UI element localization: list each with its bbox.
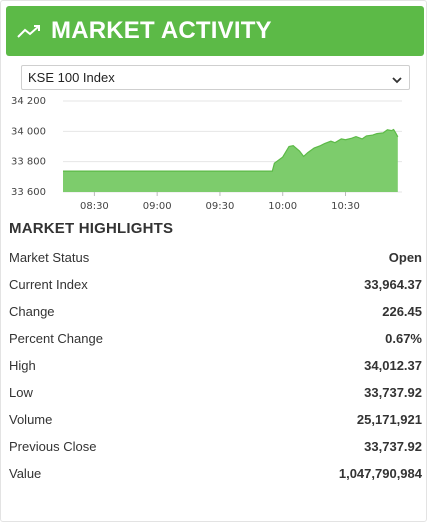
highlight-value: 33,737.92: [364, 439, 422, 454]
highlight-value: 0.67%: [385, 331, 422, 346]
y-tick-label: 33 800: [11, 157, 46, 168]
highlight-label: Current Index: [9, 277, 88, 292]
header-title: MARKET ACTIVITY: [51, 17, 272, 44]
trending-up-icon: [17, 21, 43, 41]
highlight-label: Percent Change: [9, 331, 103, 346]
highlight-row: Previous Close 33,737.92: [9, 433, 422, 460]
index-select[interactable]: KSE 100 Index: [21, 65, 410, 90]
highlight-row: High 34,012.37: [9, 352, 422, 379]
highlight-value: 34,012.37: [364, 358, 422, 373]
highlight-value: 1,047,790,984: [338, 466, 422, 481]
x-tick-label: 08:30: [80, 201, 109, 212]
highlight-row: Value 1,047,790,984: [9, 460, 422, 487]
highlight-label: Volume: [9, 412, 53, 427]
highlight-label: High: [9, 358, 36, 373]
highlight-value: 33,737.92: [364, 385, 422, 400]
index-chart: 34 200 34 000 33 800 33 600 08:30 09:00 09:30…: [11, 96, 402, 212]
chevron-down-icon: [392, 73, 402, 84]
index-select-value: KSE 100 Index: [28, 70, 115, 85]
highlight-row: Volume 25,171,921: [9, 406, 422, 433]
highlight-value: Open: [388, 250, 422, 265]
highlight-row: Current Index 33,964.37: [9, 271, 422, 298]
highlight-label: Value: [9, 466, 42, 481]
series-area: [63, 129, 398, 192]
highlight-row: Change 226.45: [9, 298, 422, 325]
highlight-value: 33,964.37: [364, 277, 422, 292]
highlight-label: Market Status: [9, 250, 90, 265]
y-tick-label: 34 000: [11, 126, 46, 137]
highlight-label: Low: [9, 385, 33, 400]
y-tick-label: 33 600: [11, 187, 46, 198]
x-tick-label: 09:00: [143, 201, 172, 212]
highlight-label: Change: [9, 304, 55, 319]
highlights-title: MARKET HIGHLIGHTS: [9, 220, 174, 237]
highlight-value: 226.45: [382, 304, 422, 319]
highlights-table: Market Status Open Current Index 33,964.37 C…: [9, 244, 422, 487]
highlight-label: Previous Close: [9, 439, 97, 454]
x-tick-label: 10:00: [268, 201, 297, 212]
highlight-row: Market Status Open: [9, 244, 422, 271]
series-line: [63, 128, 399, 172]
x-tick-label: 10:30: [331, 201, 360, 212]
highlight-value: 25,171,921: [356, 412, 422, 427]
highlight-row: Percent Change 0.67%: [9, 325, 422, 352]
highlight-row: Low 33,737.92: [9, 379, 422, 406]
header-bar: MARKET ACTIVITY: [6, 6, 424, 56]
y-tick-label: 34 200: [11, 96, 46, 107]
x-tick-label: 09:30: [206, 201, 235, 212]
